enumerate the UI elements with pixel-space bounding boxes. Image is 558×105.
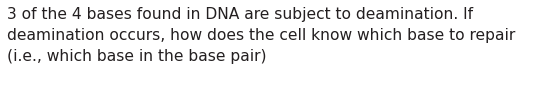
- Text: 3 of the 4 bases found in DNA are subject to deamination. If
deamination occurs,: 3 of the 4 bases found in DNA are subjec…: [7, 7, 516, 64]
